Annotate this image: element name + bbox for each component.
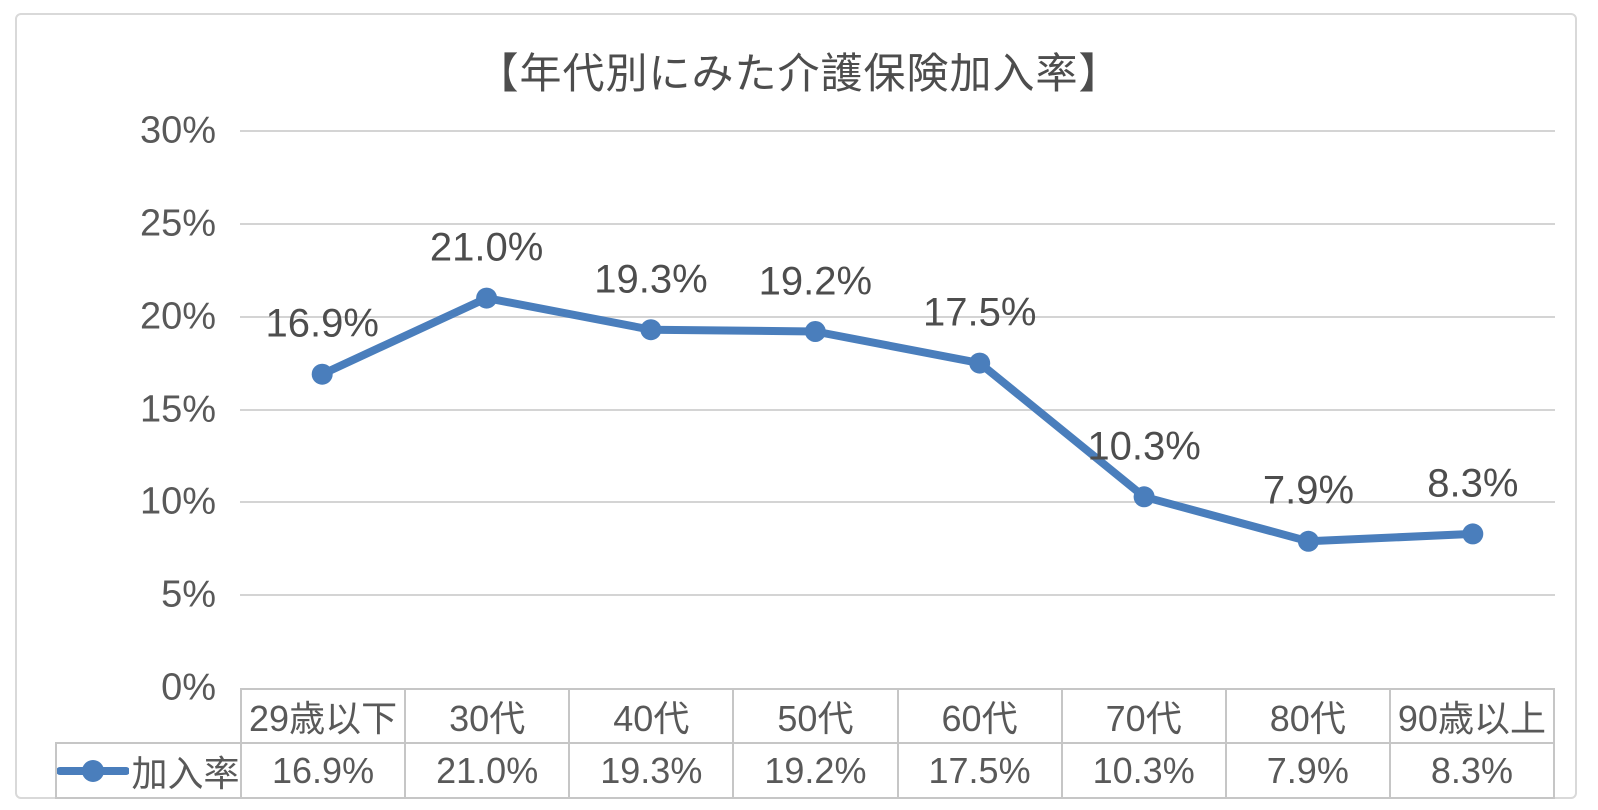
- category-cell: 29歳以下: [239, 688, 407, 744]
- value-cell: 10.3%: [1060, 742, 1227, 799]
- chart-title: 【年代別にみた介護保険加入率】: [476, 50, 1122, 97]
- data-point-marker: [311, 363, 333, 385]
- y-axis-label: 0%: [161, 666, 216, 709]
- category-cell: 40代: [568, 688, 735, 744]
- data-label: 19.2%: [758, 259, 873, 304]
- y-axis-label: 10%: [139, 480, 216, 523]
- data-label: 19.3%: [594, 257, 708, 302]
- data-label: 7.9%: [1262, 468, 1355, 513]
- data-point-marker: [1462, 523, 1484, 545]
- legend-line-marker-icon: [58, 759, 130, 782]
- data-point-marker: [1133, 486, 1155, 508]
- value-cell: 7.9%: [1224, 742, 1391, 799]
- category-cell: 70代: [1060, 688, 1227, 744]
- gridline: [240, 594, 1555, 597]
- data-label: 10.3%: [1087, 424, 1201, 469]
- category-row: 29歳以下 30代 40代 50代 60代 70代 80代 90歳以上: [56, 688, 1556, 744]
- gridline: [240, 222, 1555, 225]
- y-axis-label: 25%: [139, 202, 216, 245]
- category-cell: 50代: [732, 688, 899, 744]
- category-cell: 60代: [896, 688, 1063, 744]
- value-cell: 16.9%: [239, 742, 407, 799]
- category-cell: 80代: [1224, 688, 1391, 744]
- y-axis-label: 20%: [139, 295, 216, 338]
- data-table: 29歳以下 30代 40代 50代 60代 70代 80代 90歳以上 加入率 …: [55, 688, 1556, 799]
- data-point-marker: [1297, 530, 1319, 552]
- value-cell: 17.5%: [896, 742, 1063, 799]
- y-axis-label: 5%: [161, 573, 216, 616]
- gridline: [240, 130, 1555, 132]
- gridline: [240, 501, 1555, 504]
- gridline: [240, 315, 1555, 318]
- data-point-marker: [969, 352, 991, 374]
- data-label: 8.3%: [1427, 461, 1519, 506]
- y-axis-label: 15%: [139, 388, 216, 430]
- data-label: 16.9%: [265, 301, 379, 346]
- table-corner-blank: [56, 689, 241, 743]
- data-point-marker: [640, 319, 662, 341]
- data-point-marker: [476, 287, 498, 309]
- data-label: 17.5%: [922, 290, 1037, 335]
- data-point-marker: [804, 321, 826, 342]
- value-cell: 19.3%: [568, 742, 735, 799]
- legend-cell: 加入率: [55, 742, 242, 799]
- value-cell: 21.0%: [404, 742, 571, 799]
- value-row: 加入率 16.9% 21.0% 19.3% 19.2% 17.5% 10.3% …: [55, 742, 1556, 799]
- y-axis-label: 30%: [139, 109, 216, 152]
- gridline: [240, 408, 1555, 411]
- data-label: 21.0%: [429, 225, 544, 270]
- value-cell: 19.2%: [732, 742, 899, 799]
- category-cell: 30代: [404, 688, 571, 744]
- category-cell: 90歳以上: [1388, 688, 1556, 744]
- series-name: 加入率: [131, 752, 240, 794]
- value-cell: 8.3%: [1388, 742, 1556, 799]
